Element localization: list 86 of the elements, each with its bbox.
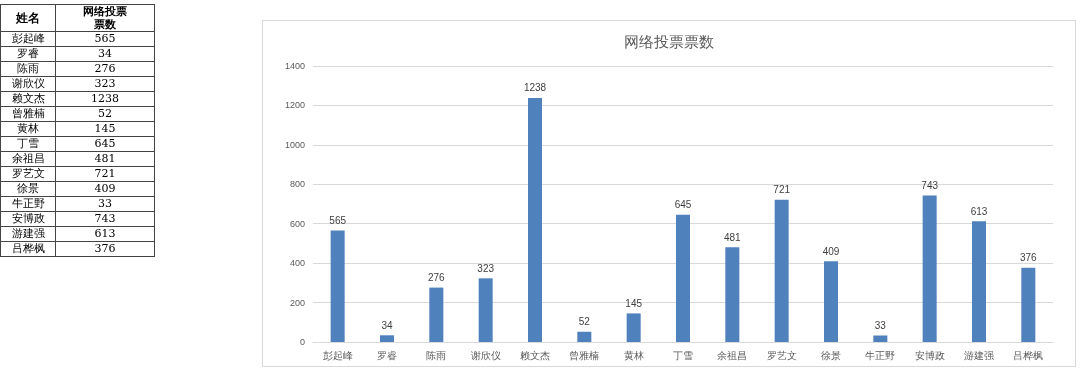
category-label: 谢欣仪: [0, 76, 56, 92]
text: 姓名: [0, 4, 56, 32]
y-tick-label: 1400: [284, 61, 305, 71]
bar: [774, 199, 789, 342]
bar: [676, 214, 690, 342]
bar: [922, 195, 937, 342]
data-label: 33: [55, 196, 155, 212]
data-label: 409: [55, 181, 155, 197]
category-label: 余祖昌: [0, 151, 56, 167]
data-label: 145: [55, 121, 155, 137]
category-label: 彭起峰: [0, 31, 56, 47]
bar: [429, 287, 444, 342]
x-tick-label: 丁雪: [673, 349, 693, 361]
y-tick-label: 200: [289, 297, 305, 308]
x-tick-label: 游建强: [964, 349, 994, 361]
y-tick-label: 0: [299, 337, 305, 347]
data-label: 613: [970, 205, 988, 217]
category-label: 曾雅楠: [0, 106, 56, 122]
data-label: 376: [1019, 252, 1038, 264]
chart-title: 网络投票票数: [624, 33, 714, 50]
y-tick-label: 600: [289, 218, 305, 229]
category-label: 赖文杰: [0, 91, 56, 107]
data-label: 1238: [523, 82, 547, 94]
bar: [478, 278, 493, 342]
x-tick-label: 黄林: [623, 349, 644, 361]
data-label: 34: [381, 319, 393, 331]
bar: [725, 247, 740, 342]
bar: [972, 221, 986, 342]
x-tick-label: 罗艺文: [766, 349, 797, 361]
x-tick-label: 曾雅楠: [569, 349, 600, 361]
data-label: 1238: [55, 91, 155, 107]
y-tick-label: 1200: [284, 100, 305, 111]
data-label: 721: [773, 184, 791, 196]
x-tick-label: 彭起峰: [322, 349, 353, 361]
data-label: 52: [55, 106, 155, 122]
category-label: 吕桦枫: [0, 241, 56, 257]
data-label: 34: [55, 46, 155, 62]
data-label: 409: [822, 245, 840, 257]
data-label: 376: [55, 241, 155, 257]
x-tick-label: 谢欣仪: [470, 349, 501, 361]
x-tick-label: 牛正野: [865, 349, 896, 361]
data-label: 743: [921, 180, 939, 192]
bar: [528, 97, 542, 342]
x-tick-label: 徐景: [821, 349, 841, 361]
data-label: 276: [55, 61, 155, 77]
data-label: 323: [55, 76, 155, 92]
data-label: 645: [674, 199, 692, 211]
bar: [330, 230, 345, 342]
bar: [380, 335, 394, 342]
y-tick-label: 400: [289, 258, 305, 269]
data-label: 481: [55, 151, 155, 167]
bar: [626, 313, 641, 342]
data-label: 276: [427, 272, 446, 284]
x-tick-label: 罗睿: [377, 349, 397, 361]
data-label: 145: [625, 297, 643, 309]
category-label: 陈雨: [0, 61, 56, 77]
data-label: 33: [874, 319, 887, 331]
category-label: 牛正野: [0, 196, 56, 212]
bar: [577, 331, 592, 342]
data-label: 52: [578, 316, 591, 328]
data-label: 565: [329, 215, 347, 227]
x-tick-label: 吕桦枫: [1013, 349, 1044, 361]
category-label: 罗艺文: [0, 166, 56, 182]
x-tick-label: 赖文杰: [520, 349, 550, 361]
bar: [873, 335, 888, 342]
y-tick-label: 1000: [284, 139, 305, 150]
x-tick-label: 安博政: [914, 349, 945, 361]
category-label: 黄林: [0, 121, 56, 137]
text: 网络投票票数: [55, 4, 155, 32]
data-label: 323: [477, 262, 495, 274]
category-label: 罗睿: [0, 46, 56, 62]
data-label: 743: [55, 211, 155, 227]
y-tick-label: 800: [289, 179, 305, 190]
category-label: 游建强: [0, 226, 56, 242]
data-label: 481: [723, 231, 742, 243]
bar: [824, 261, 838, 342]
category-label: 丁雪: [0, 136, 56, 152]
data-label: 565: [55, 31, 155, 47]
category-label: 安博政: [0, 211, 56, 227]
data-label: 613: [55, 226, 155, 242]
category-label: 徐景: [0, 181, 56, 197]
bar: [1021, 267, 1036, 342]
x-tick-label: 陈雨: [426, 349, 447, 361]
data-label: 645: [55, 136, 155, 152]
data-label: 721: [55, 166, 155, 182]
x-tick-label: 余祖昌: [717, 349, 748, 361]
